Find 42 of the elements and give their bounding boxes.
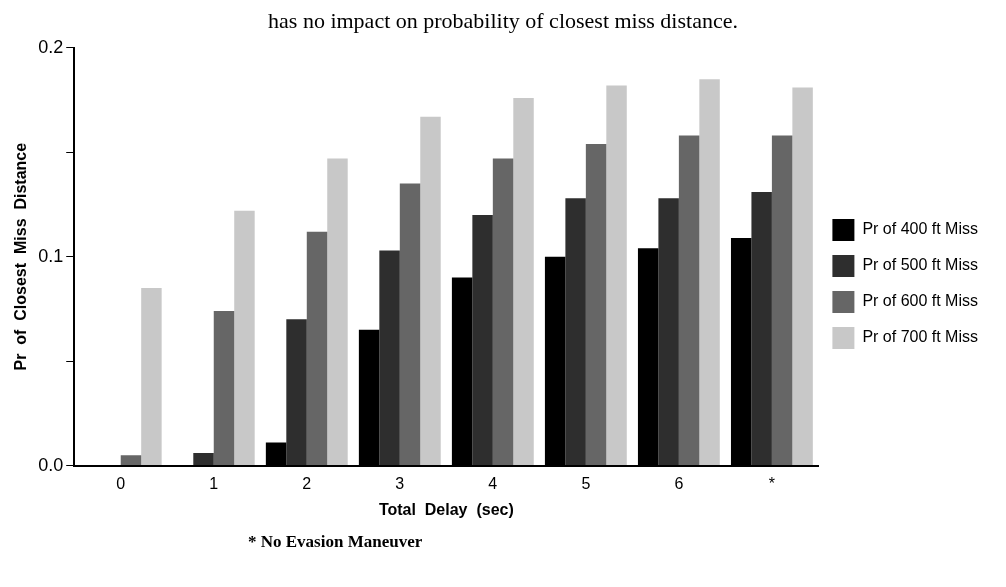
bar xyxy=(771,135,793,466)
legend-label: Pr of 500 ft Miss xyxy=(862,256,978,274)
x-axis-title: Total Delay (sec) xyxy=(378,500,514,518)
x-tick-label: 1 xyxy=(209,474,219,492)
bar xyxy=(120,455,142,466)
bar xyxy=(658,198,679,466)
bar xyxy=(792,87,813,466)
bar xyxy=(306,231,328,466)
bar xyxy=(286,319,307,466)
bar xyxy=(327,158,348,466)
bar xyxy=(420,116,441,466)
bar xyxy=(379,250,400,466)
x-tick-label: 2 xyxy=(302,474,312,492)
x-tick-label: 3 xyxy=(395,474,405,492)
x-tick-label: 5 xyxy=(581,474,591,492)
bar xyxy=(472,214,493,466)
bar xyxy=(606,85,627,466)
x-tick-label: 0 xyxy=(116,474,126,492)
y-axis-title: Pr of Closest Miss Distance xyxy=(12,142,30,371)
text: has no impact on probability of closest miss distance. xyxy=(267,8,739,34)
bar xyxy=(399,183,421,466)
text: * No Evasion Maneuver xyxy=(248,532,424,552)
bar xyxy=(193,453,214,466)
legend-label: Pr of 400 ft Miss xyxy=(862,220,978,238)
x-tick-label: 6 xyxy=(674,474,684,492)
bar xyxy=(565,198,586,466)
legend-label: Pr of 600 ft Miss xyxy=(862,292,978,310)
bar xyxy=(513,97,534,466)
bar xyxy=(492,158,514,466)
bar xyxy=(678,135,700,466)
bar xyxy=(234,210,255,466)
bar xyxy=(585,143,607,466)
x-tick-label: * xyxy=(768,474,776,492)
bar xyxy=(141,288,162,466)
legend-label: Pr of 700 ft Miss xyxy=(862,328,978,346)
x-tick-label: 4 xyxy=(488,474,498,492)
y-tick-label: 0.2 xyxy=(38,36,64,57)
bar xyxy=(751,191,772,466)
y-tick-label: 0.1 xyxy=(38,245,64,266)
y-tick-label: 0.0 xyxy=(38,454,64,475)
bar xyxy=(213,311,235,466)
bar xyxy=(699,79,720,466)
